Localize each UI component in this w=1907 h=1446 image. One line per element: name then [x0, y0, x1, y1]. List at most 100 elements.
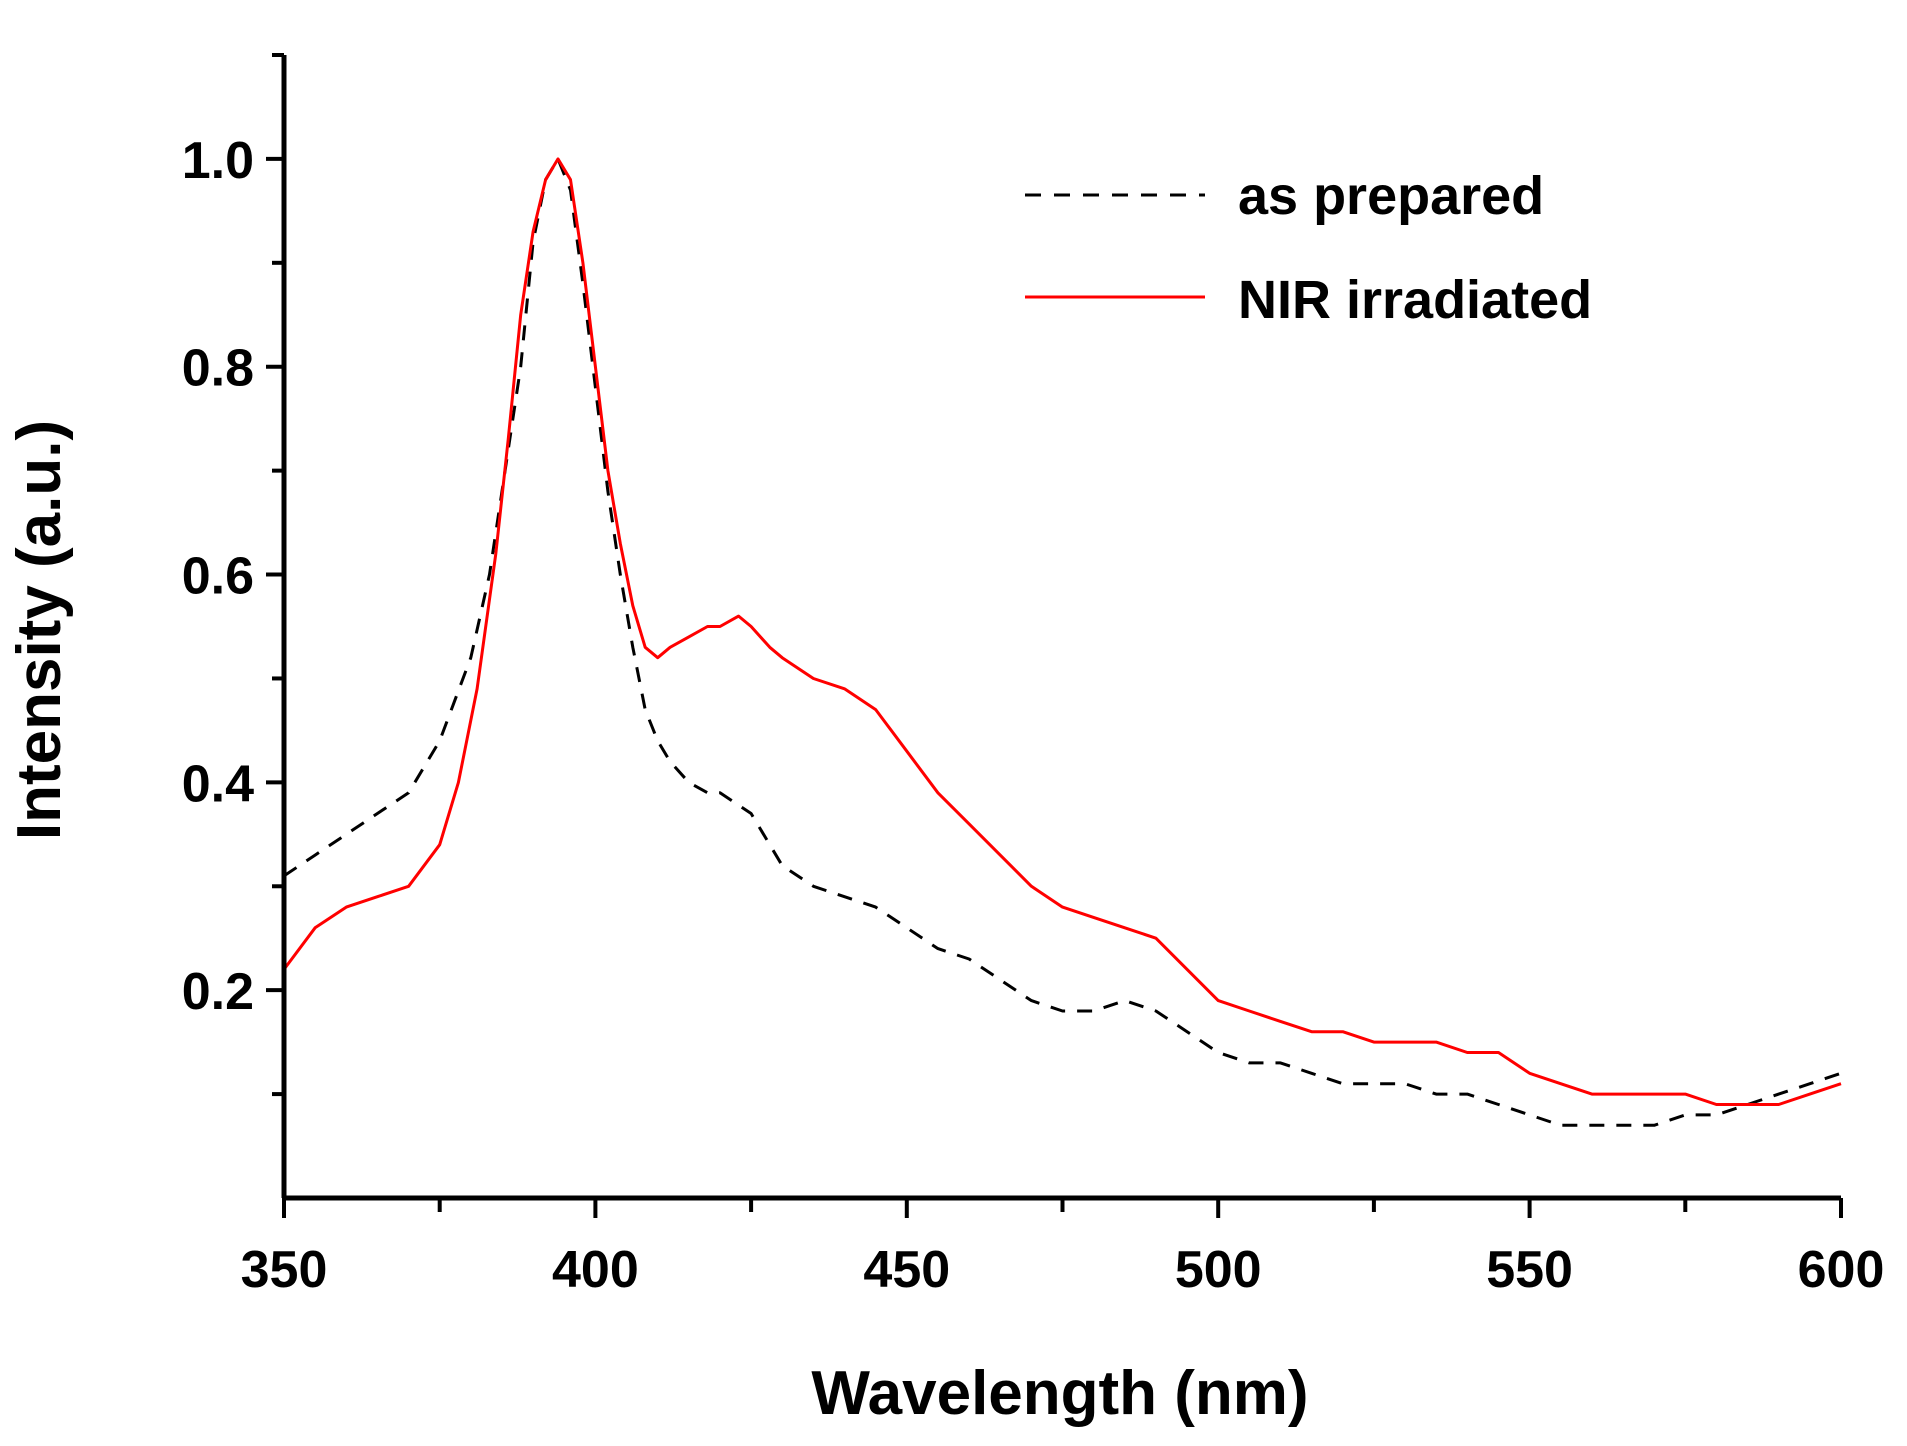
data-point: [707, 626, 709, 628]
data-point: [1809, 1083, 1811, 1085]
data-point: [569, 179, 571, 181]
data-point: [844, 896, 846, 898]
data-point: [1560, 1124, 1562, 1126]
data-point: [937, 792, 939, 794]
data-point: [376, 896, 378, 898]
x-tick-labels: 350 400 450 500 550 600: [241, 1241, 1885, 1299]
data-point: [507, 438, 509, 440]
data-point: [875, 709, 877, 711]
data-point: [1622, 1093, 1624, 1095]
data-point: [376, 813, 378, 815]
data-point: [470, 657, 472, 659]
data-point: [968, 958, 970, 960]
data-point: [844, 688, 846, 690]
data-point: [619, 542, 621, 544]
data-point: [1715, 1114, 1717, 1116]
data-point: [1653, 1093, 1655, 1095]
data-point: [1809, 1093, 1811, 1095]
data-point: [1062, 906, 1064, 908]
data-point: [532, 231, 534, 233]
y-tick-label: 0.8: [182, 340, 254, 398]
data-point: [1404, 1083, 1406, 1085]
data-point: [707, 792, 709, 794]
data-point: [1124, 927, 1126, 929]
data-point: [545, 179, 547, 181]
data-point: [644, 709, 646, 711]
data-point: [632, 605, 634, 607]
data-point: [644, 646, 646, 648]
data-point: [750, 626, 752, 628]
data-point: [719, 792, 721, 794]
data-point: [1217, 1000, 1219, 1002]
data-point: [781, 864, 783, 866]
data-point: [1373, 1083, 1375, 1085]
series-layer: [282, 157, 1842, 1127]
data-point: [1466, 1052, 1468, 1054]
data-point: [999, 979, 1001, 981]
data-point: [719, 626, 721, 628]
data-point: [812, 885, 814, 887]
x-tick-label: 600: [1798, 1241, 1885, 1299]
data-point: [1435, 1093, 1437, 1095]
data-point: [632, 646, 634, 648]
legend-label-nir-irradiated: NIR irradiated: [1238, 270, 1592, 330]
data-point: [669, 761, 671, 763]
data-point: [489, 574, 491, 576]
data-point: [607, 470, 609, 472]
data-point: [345, 906, 347, 908]
data-point: [1186, 968, 1188, 970]
data-point: [1529, 1114, 1531, 1116]
data-point: [1684, 1114, 1686, 1116]
data-point: [1778, 1103, 1780, 1105]
data-point: [1653, 1124, 1655, 1126]
data-point: [999, 854, 1001, 856]
data-point: [1186, 1031, 1188, 1033]
data-point: [1466, 1093, 1468, 1095]
data-point: [607, 490, 609, 492]
y-tick-labels: 0.2 0.4 0.6 0.8 1.0: [182, 132, 254, 1021]
x-tick-label: 350: [241, 1241, 328, 1299]
data-point: [1311, 1031, 1313, 1033]
data-point: [520, 366, 522, 368]
legend-label-as-prepared: as prepared: [1238, 166, 1544, 226]
data-point: [345, 833, 347, 835]
data-point: [582, 283, 584, 285]
data-point: [1684, 1093, 1686, 1095]
data-point: [1093, 1010, 1095, 1012]
data-point: [937, 948, 939, 950]
data-point: [1030, 885, 1032, 887]
data-point: [495, 553, 497, 555]
data-point: [1373, 1041, 1375, 1043]
data-point: [1778, 1093, 1780, 1095]
data-point: [1715, 1103, 1717, 1105]
y-tick-label: 0.2: [182, 963, 254, 1021]
data-point: [1435, 1041, 1437, 1043]
data-point: [520, 314, 522, 316]
data-point: [557, 158, 559, 160]
data-point: [1622, 1124, 1624, 1126]
data-point: [314, 927, 316, 929]
data-point: [1155, 937, 1157, 939]
data-point: [906, 927, 908, 929]
data-point: [1248, 1062, 1250, 1064]
x-tick-label: 400: [552, 1241, 639, 1299]
data-point: [688, 781, 690, 783]
data-point: [594, 387, 596, 389]
data-point: [594, 366, 596, 368]
data-point: [738, 615, 740, 617]
series-line-nir-irradiated: [282, 157, 1842, 1106]
data-point: [1062, 1010, 1064, 1012]
y-tick-label: 0.6: [182, 548, 254, 606]
data-point: [408, 792, 410, 794]
data-point: [1404, 1041, 1406, 1043]
data-point: [1560, 1083, 1562, 1085]
data-point: [750, 813, 752, 815]
data-point: [1342, 1083, 1344, 1085]
x-tick-label: 500: [1175, 1241, 1262, 1299]
data-point: [476, 688, 478, 690]
data-point: [769, 646, 771, 648]
data-point: [619, 574, 621, 576]
legend: as prepared NIR irradiated: [1025, 166, 1592, 330]
